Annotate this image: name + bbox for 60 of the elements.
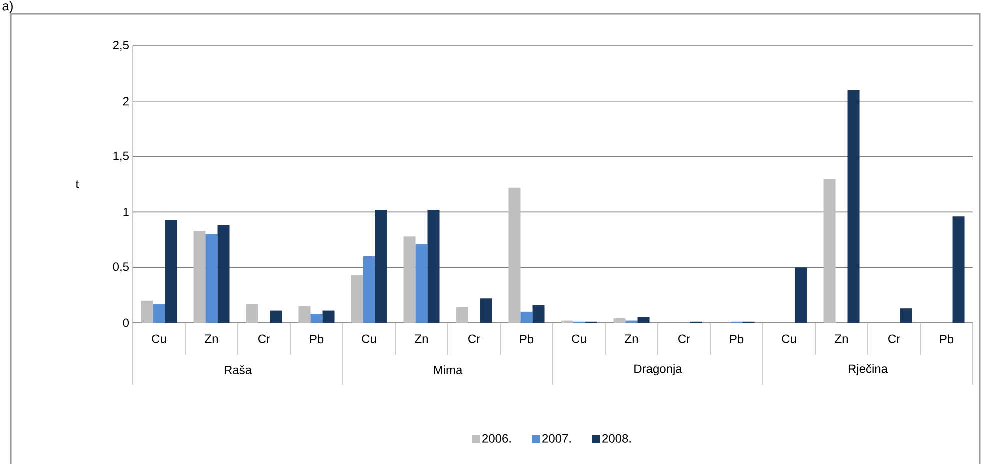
bar (375, 210, 388, 323)
bar (508, 188, 521, 323)
bar (310, 314, 323, 323)
bar (206, 234, 218, 323)
legend-label: 2007. (542, 434, 571, 443)
bar (638, 317, 650, 323)
bar (218, 225, 230, 323)
text: Rječina (848, 364, 888, 376)
text: Dragonja (634, 364, 682, 376)
bar (824, 178, 836, 323)
bar (456, 307, 468, 323)
bar (428, 210, 440, 323)
text: Mima (434, 366, 463, 374)
bar (795, 268, 808, 323)
x-tick-label: Pb (730, 334, 744, 344)
x-tick-label: Cr (468, 334, 480, 344)
y-tick-label: 2,5 (113, 41, 129, 51)
x-tick-label: Pb (310, 334, 324, 344)
bar (363, 256, 376, 323)
bar (520, 312, 533, 323)
bar (848, 90, 860, 323)
legend-label: 2008. (602, 434, 631, 443)
bar (322, 310, 335, 323)
y-tick-label: 1,5 (114, 152, 129, 162)
x-tick-label: Cu (572, 334, 586, 344)
text: a) (2, 1, 13, 14)
x-tick-label: Zn (625, 334, 638, 344)
bar (952, 216, 965, 323)
x-tick-label: Cu (152, 334, 166, 344)
bar (416, 244, 428, 323)
y-tick-label: 1 (124, 208, 129, 216)
bar (298, 306, 311, 323)
y-tick-label: 2 (123, 97, 129, 106)
x-tick-label: Cr (678, 334, 690, 344)
x-tick-label: Cr (258, 334, 270, 344)
x-tick-label: Cr (888, 334, 900, 344)
bar (194, 231, 206, 323)
x-tick-label: Zn (415, 334, 428, 344)
bar (246, 304, 258, 323)
x-tick-label: Pb (520, 334, 534, 344)
bar (900, 308, 912, 323)
bar (141, 300, 154, 323)
y-axis-title: t (76, 180, 79, 188)
text: Raša (224, 366, 252, 374)
bar (270, 310, 282, 323)
bar (153, 304, 166, 323)
x-tick-label: Cu (362, 334, 376, 344)
x-tick-label: Zn (835, 334, 848, 344)
x-tick-label: Zn (205, 334, 218, 344)
bar (480, 298, 492, 323)
bar (351, 275, 364, 323)
bar (614, 318, 626, 323)
legend-label: 2006. (482, 434, 511, 443)
x-tick-label: Pb (940, 334, 954, 344)
bar (404, 236, 416, 323)
x-tick-label: Cu (782, 334, 796, 344)
y-tick-label: 0,5 (113, 262, 129, 273)
y-tick-label: 0 (123, 318, 130, 328)
bar (165, 220, 178, 323)
bar (532, 305, 545, 323)
